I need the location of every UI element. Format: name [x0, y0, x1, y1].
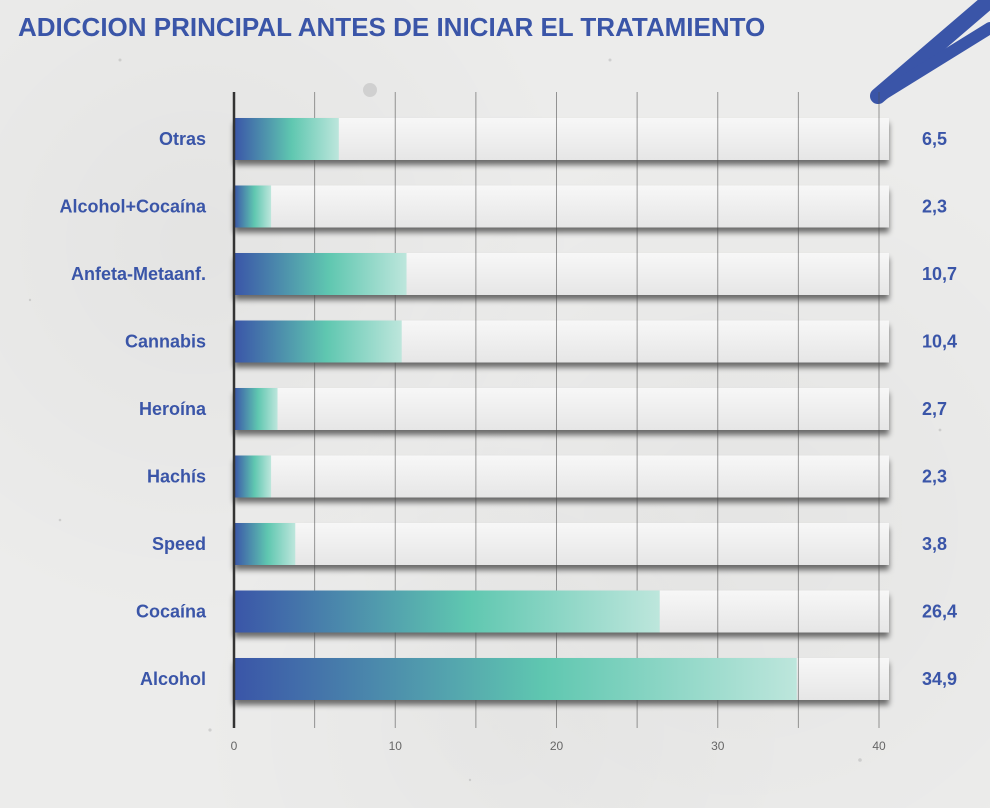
value-label: 10,4 [922, 332, 957, 352]
bar [234, 455, 272, 498]
chart-title: ADICCION PRINCIPAL ANTES DE INICIAR EL T… [18, 12, 765, 42]
x-tick-label: 40 [872, 739, 886, 753]
bar [234, 253, 407, 295]
bar [234, 523, 296, 565]
bar [234, 388, 278, 430]
value-label: 2,3 [922, 467, 947, 487]
bar [234, 320, 402, 363]
bar [234, 118, 339, 160]
value-labels: 6,5 2,3 10,7 10,4 2,7 2,3 3,8 26,4 34,9 [922, 129, 957, 689]
value-label: 26,4 [922, 602, 957, 622]
value-label: 6,5 [922, 129, 947, 149]
value-label: 34,9 [922, 669, 957, 689]
x-tick-label: 0 [231, 739, 238, 753]
bar [234, 658, 797, 700]
category-label: Heroína [139, 399, 207, 419]
category-label: Anfeta-Metaanf. [71, 264, 206, 284]
x-tick-label: 30 [711, 739, 725, 753]
category-label: Otras [159, 129, 206, 149]
value-label: 2,7 [922, 399, 947, 419]
value-label: 10,7 [922, 264, 957, 284]
bar-track [234, 118, 889, 160]
bar [234, 185, 272, 228]
bar-track [234, 388, 889, 430]
x-tick-labels: 0 10 20 30 40 [231, 739, 886, 753]
bar-track [234, 523, 889, 565]
value-label: 3,8 [922, 534, 947, 554]
bar-track [234, 185, 889, 228]
category-label: Alcohol+Cocaína [59, 197, 207, 217]
category-labels: Otras Alcohol+Cocaína Anfeta-Metaanf. Canna… [59, 129, 207, 689]
category-label: Alcohol [140, 669, 206, 689]
decorative-accent-stroke [870, 0, 990, 104]
background-texture [28, 58, 942, 782]
category-label: Speed [152, 534, 206, 554]
bar [234, 590, 660, 633]
category-label: Cannabis [125, 332, 206, 352]
value-label: 2,3 [922, 197, 947, 217]
category-label: Cocaína [136, 602, 207, 622]
bar-track [234, 455, 889, 498]
x-tick-label: 10 [389, 739, 403, 753]
category-label: Hachís [147, 467, 206, 487]
bars [234, 118, 797, 700]
x-tick-label: 20 [550, 739, 564, 753]
